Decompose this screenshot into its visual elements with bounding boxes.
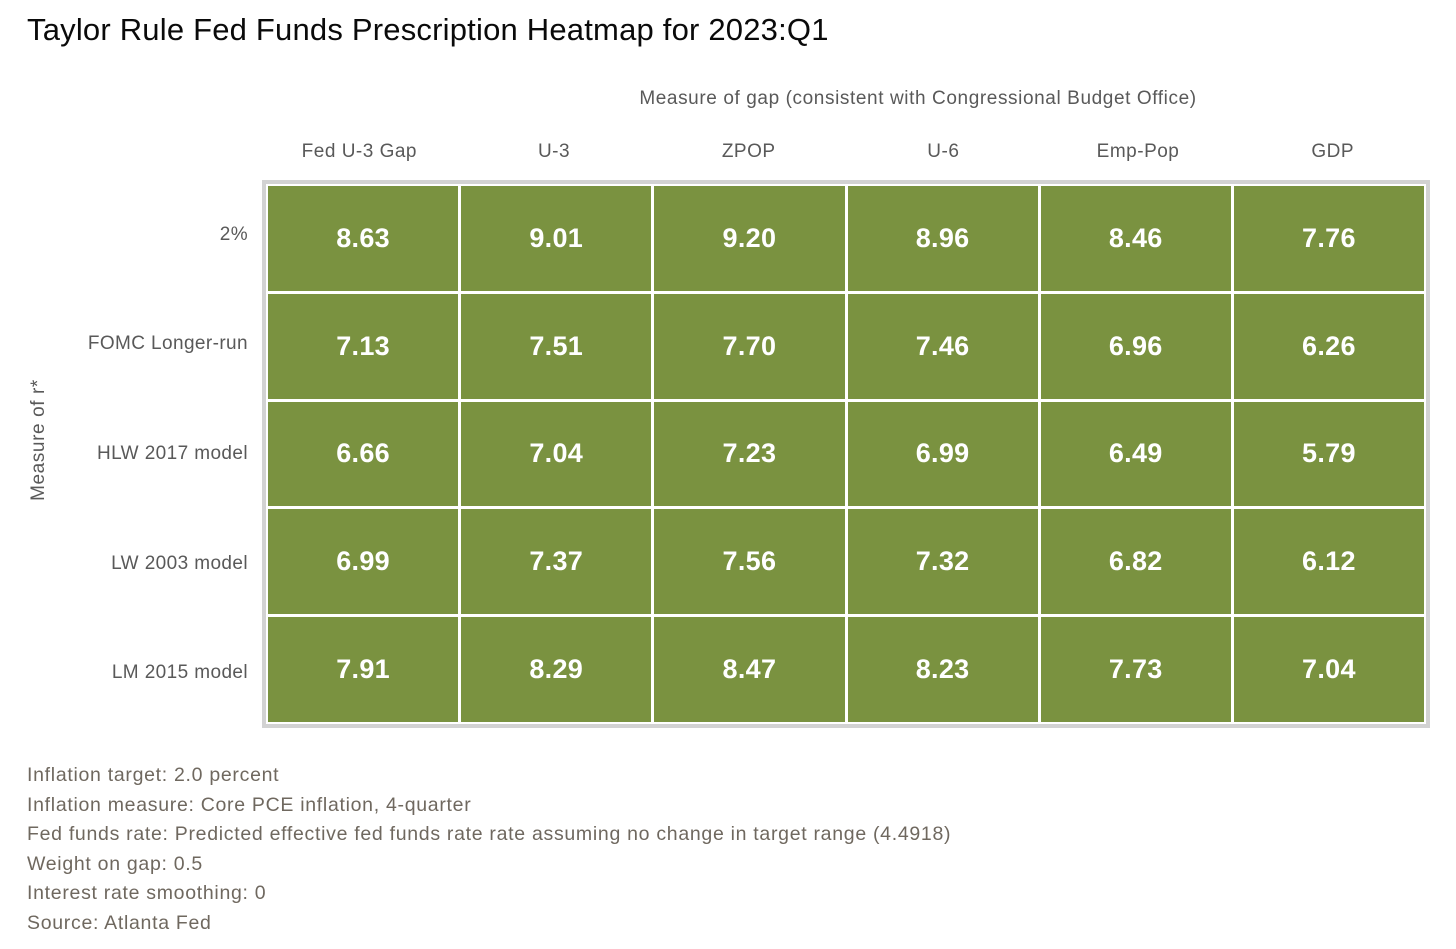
footnote-line-2: Inflation measure: Core PCE inflation, 4… (27, 793, 472, 816)
row-label-5: LM 2015 model (111, 662, 248, 684)
heatmap-cell-r1-c6: 7.76 (1233, 186, 1424, 291)
heatmap-cell-r4-c6: 6.12 (1233, 509, 1424, 615)
column-header-3: ZPOP (721, 141, 776, 162)
heatmap-cell-r4-c3: 7.56 (654, 509, 845, 615)
heatmap-cell-r5-c3: 8.47 (654, 617, 845, 722)
heatmap-frame: 8.63 9.01 9.20 8.96 8.46 7.76 7.13 7.51 7.70 7.46… (262, 180, 1430, 728)
heatmap-cell-r3-c1: 6.66 (268, 401, 459, 507)
heatmap-cell-r3-c5: 6.49 (1040, 401, 1231, 507)
heatmap-cell-r3-c6: 5.79 (1233, 401, 1424, 507)
heatmap-cell-r4-c4: 7.32 (847, 509, 1038, 615)
row-labels: 2% FOMC Longer-run HLW 2017 model LW 2003 m… (0, 180, 248, 728)
footnote-line-3: Fed funds rate: Predicted effective fed … (27, 823, 952, 846)
heatmap-cell-r3-c4: 6.99 (847, 401, 1038, 507)
heatmap-cell-r3-c2: 7.04 (461, 401, 652, 507)
heatmap-cell-r2-c5: 6.96 (1040, 293, 1231, 399)
heatmap-cell-r1-c5: 8.46 (1040, 186, 1231, 291)
heatmap-cell-r2-c6: 6.26 (1233, 293, 1424, 399)
heatmap-cell-r5-c2: 8.29 (461, 617, 652, 722)
heatmap-cell-r5-c5: 7.73 (1040, 617, 1231, 722)
x-axis-title: Measure of gap (consistent with Congress… (639, 88, 1197, 109)
heatmap-cell-r4-c5: 6.82 (1040, 509, 1231, 615)
column-header-6: GDP (1311, 141, 1355, 162)
column-header-5: Emp-Pop (1096, 141, 1180, 162)
heatmap-cell-r1-c4: 8.96 (847, 186, 1038, 291)
footnote-line-5: Interest rate smoothing: 0 (27, 882, 267, 905)
heatmap-cell-r1-c2: 9.01 (461, 186, 652, 291)
column-headers: Fed U-3 Gap U-3 ZPOP U-6 Emp-Pop GDP (262, 141, 1430, 165)
heatmap-cell-r4-c2: 7.37 (461, 509, 652, 615)
heatmap-cell-r2-c4: 7.46 (847, 293, 1038, 399)
heatmap-cell-r5-c6: 7.04 (1233, 617, 1424, 722)
heatmap-cell-r5-c1: 7.91 (268, 617, 459, 722)
footnote-line-1: Inflation target: 2.0 percent (27, 764, 280, 786)
row-label-4: LW 2003 model (111, 552, 248, 574)
heatmap-cell-r1-c3: 9.20 (654, 186, 845, 291)
footnote-line-4: Weight on gap: 0.5 (27, 852, 203, 875)
column-header-4: U-6 (927, 141, 960, 162)
heatmap-grid: 8.63 9.01 9.20 8.96 8.46 7.76 7.13 7.51 7.70 7.46… (268, 186, 1424, 722)
row-label-1: 2% (219, 223, 248, 245)
column-header-1: Fed U-3 Gap (301, 141, 417, 162)
footnotes: Inflation target: 2.0 percent Inflation m… (27, 761, 951, 939)
heatmap-cell-r4-c1: 6.99 (268, 509, 459, 615)
heatmap-cell-r2-c2: 7.51 (461, 293, 652, 399)
column-header-2: U-3 (537, 141, 571, 162)
heatmap-cell-r3-c3: 7.23 (654, 401, 845, 507)
heatmap-cell-r2-c3: 7.70 (654, 293, 845, 399)
footnote-line-6: Source: Atlanta Fed (27, 911, 212, 934)
heatmap-cell-r1-c1: 8.63 (268, 186, 459, 291)
heatmap-cell-r2-c1: 7.13 (268, 293, 459, 399)
row-label-2: FOMC Longer-run (87, 333, 248, 355)
chart-title: Taylor Rule Fed Funds Prescription Heatm… (27, 12, 829, 47)
heatmap-cell-r5-c4: 8.23 (847, 617, 1038, 722)
row-label-3: HLW 2017 model (97, 442, 248, 464)
